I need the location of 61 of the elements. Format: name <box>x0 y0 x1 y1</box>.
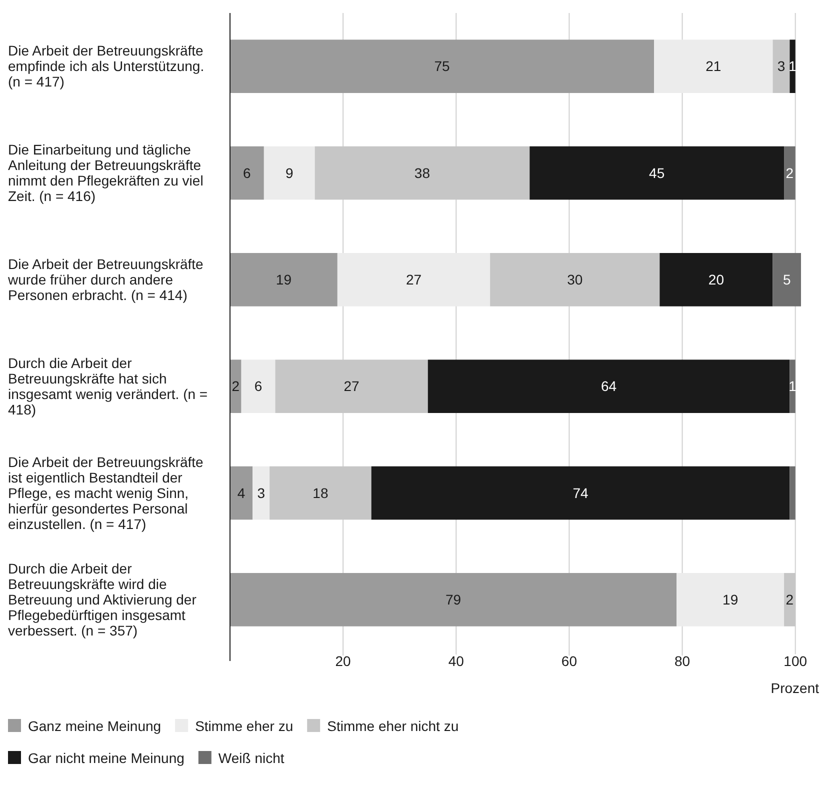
data-label: 2 <box>786 164 794 181</box>
legend-label: Stimme eher zu <box>195 718 294 734</box>
data-label: 6 <box>254 378 262 394</box>
y-tick-label: Die Einarbeitung und tägliche Anleitung der Betreuungskräfte nimmt den Pflegekräften zu viel Zeit. (n = 416) <box>8 142 204 204</box>
x-tick-label: 20 <box>335 652 352 669</box>
y-tick-label: Die Arbeit der Betreuungskräfte empfinde ich als Unterstützung. (n = 417) <box>8 42 204 90</box>
data-label: 5 <box>782 272 791 288</box>
bar <box>252 466 270 520</box>
bar <box>660 253 773 306</box>
legend-label: Weiß nicht <box>218 750 284 766</box>
x-tick-label: 80 <box>674 652 690 669</box>
data-label: 45 <box>649 164 665 181</box>
bar <box>772 253 801 306</box>
bar <box>676 573 784 626</box>
x-axis-title: Prozent <box>770 680 820 696</box>
bar <box>337 253 490 306</box>
legend-label: Stimme eher nicht zu <box>327 718 459 734</box>
data-label: 18 <box>312 484 328 501</box>
data-label: 2 <box>232 378 240 394</box>
bar <box>772 40 790 93</box>
data-label: 74 <box>572 484 589 501</box>
data-label: 3 <box>257 484 266 501</box>
y-tick-label: Die Arbeit der Betreuungskräfte ist eigentlich Bestandteil der Pflege, es macht wenig Sinn, hierfür gesondertes Personal einzustellen. (n = 417) <box>8 454 204 532</box>
data-label: 4 <box>237 484 246 501</box>
bar <box>230 253 338 306</box>
data-label: 27 <box>406 272 422 288</box>
data-label: 75 <box>434 58 450 74</box>
data-label: 3 <box>777 58 786 74</box>
data-label: 9 <box>285 164 294 181</box>
data-label: 64 <box>600 378 617 394</box>
bar <box>241 360 276 413</box>
bar <box>654 40 773 93</box>
data-label: 20 <box>708 272 724 288</box>
bar <box>230 146 264 200</box>
data-label: 19 <box>276 272 292 288</box>
data-label: 38 <box>414 164 430 181</box>
bar <box>264 146 315 200</box>
bar <box>428 360 790 413</box>
x-tick-label: 40 <box>448 652 464 669</box>
bar <box>530 146 784 200</box>
legend-label: Ganz meine Meinung <box>28 718 162 734</box>
x-tick-label: 60 <box>561 652 578 669</box>
y-tick-label: Durch die Arbeit der Betreuungskräfte hat sich insgesamt wenig verändert. (n = 418) <box>8 354 208 418</box>
legend-label: Gar nicht meine Meinung <box>28 750 184 766</box>
bar <box>790 466 796 520</box>
y-tick-label: Die Arbeit der Betreuungskräfte wurde früher durch andere Personen erbracht. (n = 414) <box>7 256 204 304</box>
data-label: 21 <box>706 58 722 74</box>
bar <box>230 40 654 93</box>
x-tick-label: 100 <box>784 652 808 669</box>
data-label: 27 <box>344 378 360 394</box>
data-label: 6 <box>243 164 252 181</box>
bar <box>371 466 790 520</box>
data-label: 30 <box>567 272 583 288</box>
bar <box>230 360 242 413</box>
y-tick-label: Durch die Arbeit der Betreuungskräfte wird die Betreuung und Aktivierung der Pflegebedürftigen insgesamt verbessert. (n = 357) <box>8 560 197 639</box>
bar <box>230 573 677 626</box>
bar <box>230 466 253 520</box>
data-label: 2 <box>786 592 794 608</box>
bar <box>784 146 796 200</box>
data-label: 79 <box>446 592 462 608</box>
data-label: 19 <box>722 592 738 608</box>
